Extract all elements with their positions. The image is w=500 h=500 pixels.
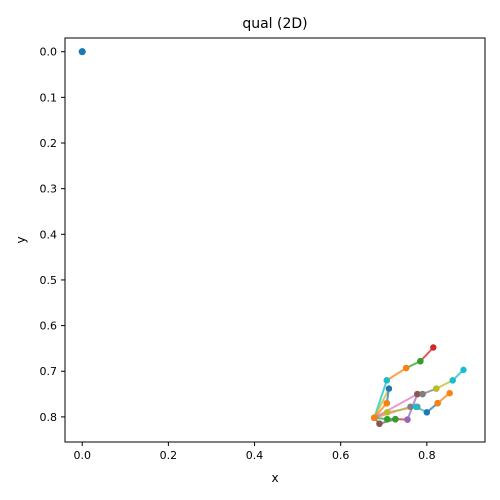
data-point bbox=[423, 409, 431, 416]
data-point bbox=[383, 377, 390, 384]
x-tick-label: 0.2 bbox=[160, 449, 178, 462]
y-tick-label: 0.1 bbox=[40, 91, 58, 104]
x-axis-label: x bbox=[271, 471, 278, 485]
data-point bbox=[383, 399, 390, 407]
x-tick-label: 0.6 bbox=[332, 449, 350, 462]
series-segment bbox=[373, 387, 390, 419]
data-point bbox=[460, 366, 467, 374]
x-tick-label: 0.0 bbox=[73, 449, 91, 462]
y-tick-label: 0.5 bbox=[40, 274, 58, 287]
y-tick-label: 0.6 bbox=[40, 320, 58, 333]
data-point bbox=[404, 416, 411, 423]
series-segment bbox=[385, 367, 408, 382]
data-point bbox=[419, 390, 426, 398]
data-point bbox=[449, 377, 456, 384]
y-tick-label: 0.3 bbox=[40, 183, 58, 196]
chart-title: qual (2D) bbox=[242, 16, 307, 32]
series-segment bbox=[373, 402, 388, 419]
x-tick-label: 0.8 bbox=[418, 449, 436, 462]
data-point bbox=[417, 358, 424, 365]
data-point bbox=[384, 409, 391, 416]
y-axis: 0.0 0.1 0.2 0.3 0.4 0.5 0.6 0.7 0.8 bbox=[40, 46, 65, 424]
data-point bbox=[384, 415, 391, 423]
data-point bbox=[407, 403, 414, 411]
y-tick-label: 0.2 bbox=[40, 137, 58, 150]
data-point bbox=[433, 385, 440, 392]
data-point bbox=[371, 414, 378, 422]
x-tick-label: 0.4 bbox=[246, 449, 264, 462]
data-point bbox=[446, 389, 453, 397]
axes-frame bbox=[64, 37, 486, 443]
x-axis: 0.0 0.2 0.4 0.6 0.8 bbox=[73, 442, 436, 462]
y-tick-label: 0.4 bbox=[40, 228, 58, 241]
data-point bbox=[385, 385, 393, 392]
data-point bbox=[434, 399, 441, 407]
data-point bbox=[376, 420, 383, 427]
data-point bbox=[412, 403, 420, 411]
y-tick-label: 0.0 bbox=[40, 46, 58, 59]
y-tick-label: 0.7 bbox=[40, 365, 58, 378]
plot-area bbox=[78, 48, 467, 427]
series-segment bbox=[373, 393, 419, 419]
data-point bbox=[414, 390, 421, 398]
data-point bbox=[392, 415, 399, 423]
y-tick-label: 0.8 bbox=[40, 411, 58, 424]
y-axis-label: y bbox=[14, 236, 28, 243]
origin-point bbox=[78, 48, 86, 56]
data-point bbox=[430, 344, 437, 351]
data-point bbox=[402, 364, 410, 372]
